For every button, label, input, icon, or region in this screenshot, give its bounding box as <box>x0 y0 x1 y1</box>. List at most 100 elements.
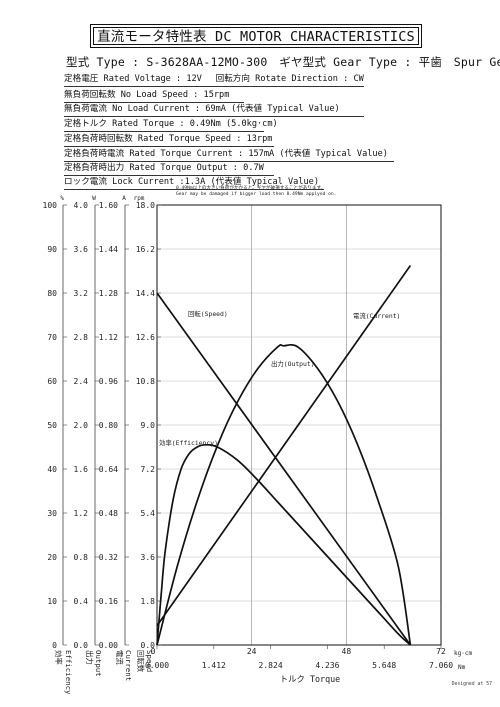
series-label-efficiency: 効率(Efficiency) <box>159 438 218 447</box>
spec-underline <box>64 116 364 117</box>
spec-underline <box>64 161 394 162</box>
output-tick-label: 1.2 <box>74 509 89 518</box>
output-tick-label: 0.4 <box>74 597 89 606</box>
speed-tick-label: 10.8 <box>136 377 155 386</box>
output-tick-label: 2.8 <box>74 333 89 342</box>
current-tick-label: 0.80 <box>99 421 118 430</box>
current-tick-label: 0.32 <box>99 553 118 562</box>
efficiency-axis-label: 効率 <box>54 650 63 665</box>
efficiency-unit-label: % <box>60 195 64 202</box>
series-line-speed <box>156 292 412 646</box>
spec-line-7: 定格負荷時出力 Rated Torque Output : 0.7W <box>64 163 264 173</box>
spec-line-5: 定格負荷時回転数 Rated Torque Speed : 13rpm <box>64 134 273 144</box>
output-tick-label: 4.0 <box>74 201 89 210</box>
current-tick-label: 0.96 <box>99 377 118 386</box>
output-tick-label: 2.0 <box>74 421 89 430</box>
spec-line-4: 定格トルク Rated Torque : 0.49Nm (5.0kg·cm) <box>64 119 278 129</box>
warning-en: Gear may be damaged if bigger load then … <box>176 192 337 197</box>
current-tick-label: 1.12 <box>99 333 118 342</box>
current-tick-label: 0.16 <box>99 597 118 606</box>
current-tick-label: 0.64 <box>99 465 118 474</box>
spec-underline <box>64 102 244 103</box>
output-tick-label: 0.0 <box>74 641 89 650</box>
efficiency-tick-label: 90 <box>47 245 57 254</box>
x-tick-label-kgcm: 0 <box>151 647 156 656</box>
x-unit-kgcm: kg·cm <box>454 650 472 657</box>
current-tick-label: 1.28 <box>99 289 118 298</box>
spec-line-2: 無負荷回転数 No Load Speed : 15rpm <box>64 90 230 100</box>
spec-underline <box>64 189 324 190</box>
x-tick-label-nm: 1.412 <box>202 661 226 670</box>
gear-label: ギヤ型式 Gear Type <box>279 55 398 69</box>
current-tick-label: 0.48 <box>99 509 118 518</box>
efficiency-tick-label: 30 <box>47 509 57 518</box>
chart-title: 直流モータ特性表 DC MOTOR CHARACTERISTICS <box>93 27 419 45</box>
speed-axis-label: Speed <box>145 650 154 672</box>
output-unit-label: W <box>92 195 96 202</box>
efficiency-tick-label: 100 <box>43 201 58 210</box>
output-tick-label: 1.6 <box>74 465 89 474</box>
x-unit-nm: Nm <box>458 664 466 671</box>
current-unit-label: A <box>122 195 126 202</box>
spec-line-1: 定格電圧 Rated Voltage : 12V 回転方向 Rotate Dir… <box>64 74 364 84</box>
series-label-output: 出力(Output) <box>271 359 315 368</box>
speed-tick-label: 1.8 <box>141 597 156 606</box>
speed-tick-label: 14.4 <box>136 289 155 298</box>
speed-tick-label: 18.0 <box>136 201 155 210</box>
speed-tick-label: 16.2 <box>136 245 155 254</box>
spec-underline <box>64 175 274 176</box>
spec-line-8: ロック電流 Lock Current :1.3A (代表値 Typical Va… <box>64 177 320 187</box>
speed-tick-label: 3.6 <box>141 553 156 562</box>
output-axis-label: 出力 <box>85 650 94 665</box>
x-tick-label-kgcm: 24 <box>247 647 257 656</box>
x-tick-label-nm: 2.824 <box>259 661 283 670</box>
efficiency-tick-label: 10 <box>47 597 57 606</box>
gear-value: 平歯 Spur Gear <box>418 55 500 69</box>
efficiency-tick-label: 20 <box>47 553 57 562</box>
output-tick-label: 2.4 <box>74 377 89 386</box>
chart-title-box: 直流モータ特性表 DC MOTOR CHARACTERISTICS <box>90 24 422 48</box>
footer-note: Designed at 57 <box>451 682 492 687</box>
efficiency-tick-label: 40 <box>47 465 57 474</box>
speed-unit-label: rpm <box>134 195 145 202</box>
speed-tick-label: 9.0 <box>141 421 156 430</box>
series-label-speed: 回転(Speed) <box>188 310 228 318</box>
spec-line-3: 無負荷電流 No Load Current : 69mA (代表値 Typica… <box>64 104 340 114</box>
efficiency-tick-label: 50 <box>47 421 57 430</box>
output-tick-label: 0.8 <box>74 553 89 562</box>
series-line-efficiency <box>156 443 411 646</box>
efficiency-tick-label: 60 <box>47 377 57 386</box>
efficiency-axis-label: Efficiency <box>64 650 73 695</box>
speed-tick-label: 0.0 <box>141 641 156 650</box>
model-row: 型式 Type : S-3628AA-12MO-300 ギヤ型式 Gear Ty… <box>66 54 500 70</box>
speed-tick-label: 5.4 <box>141 509 156 518</box>
series-line-output <box>156 343 412 646</box>
output-axis-label: Output <box>94 650 103 677</box>
efficiency-tick-label: 0 <box>52 641 57 650</box>
output-tick-label: 3.6 <box>74 245 89 254</box>
speed-axis-label: 回転数 <box>136 650 145 673</box>
spec-underline <box>64 131 264 132</box>
series-label-current: 電流(Current) <box>353 311 400 320</box>
x-tick-label-nm: 5.648 <box>372 661 396 670</box>
spec-underline <box>64 86 364 87</box>
efficiency-tick-label: 70 <box>47 333 57 342</box>
efficiency-tick-label: 80 <box>47 289 57 298</box>
x-tick-label-nm: 4.236 <box>315 661 339 670</box>
x-tick-label-nm: 7.060 <box>429 661 453 670</box>
x-axis-label: トルク Torque <box>280 674 340 684</box>
x-tick-label-nm: 0.000 <box>145 661 169 670</box>
warning-note: 0.49Nm以上の大きい負荷がかかると、ギヤが破損することがあります。 Gear… <box>176 186 336 198</box>
warning-jp: 0.49Nm以上の大きい負荷がかかると、ギヤが破損することがあります。 <box>176 186 326 191</box>
current-tick-label: 1.60 <box>99 201 118 210</box>
current-tick-label: 0.00 <box>99 641 118 650</box>
speed-tick-label: 12.6 <box>136 333 155 342</box>
current-axis-label: Current <box>124 650 133 681</box>
model-label: 型式 Type <box>66 55 126 69</box>
spec-underline <box>64 146 274 147</box>
current-axis-label: 電流 <box>115 650 124 665</box>
output-tick-label: 3.2 <box>74 289 89 298</box>
spec-line-6: 定格負荷時電流 Rated Torque Current : 157mA (代表… <box>64 149 388 159</box>
speed-tick-label: 7.2 <box>141 465 156 474</box>
